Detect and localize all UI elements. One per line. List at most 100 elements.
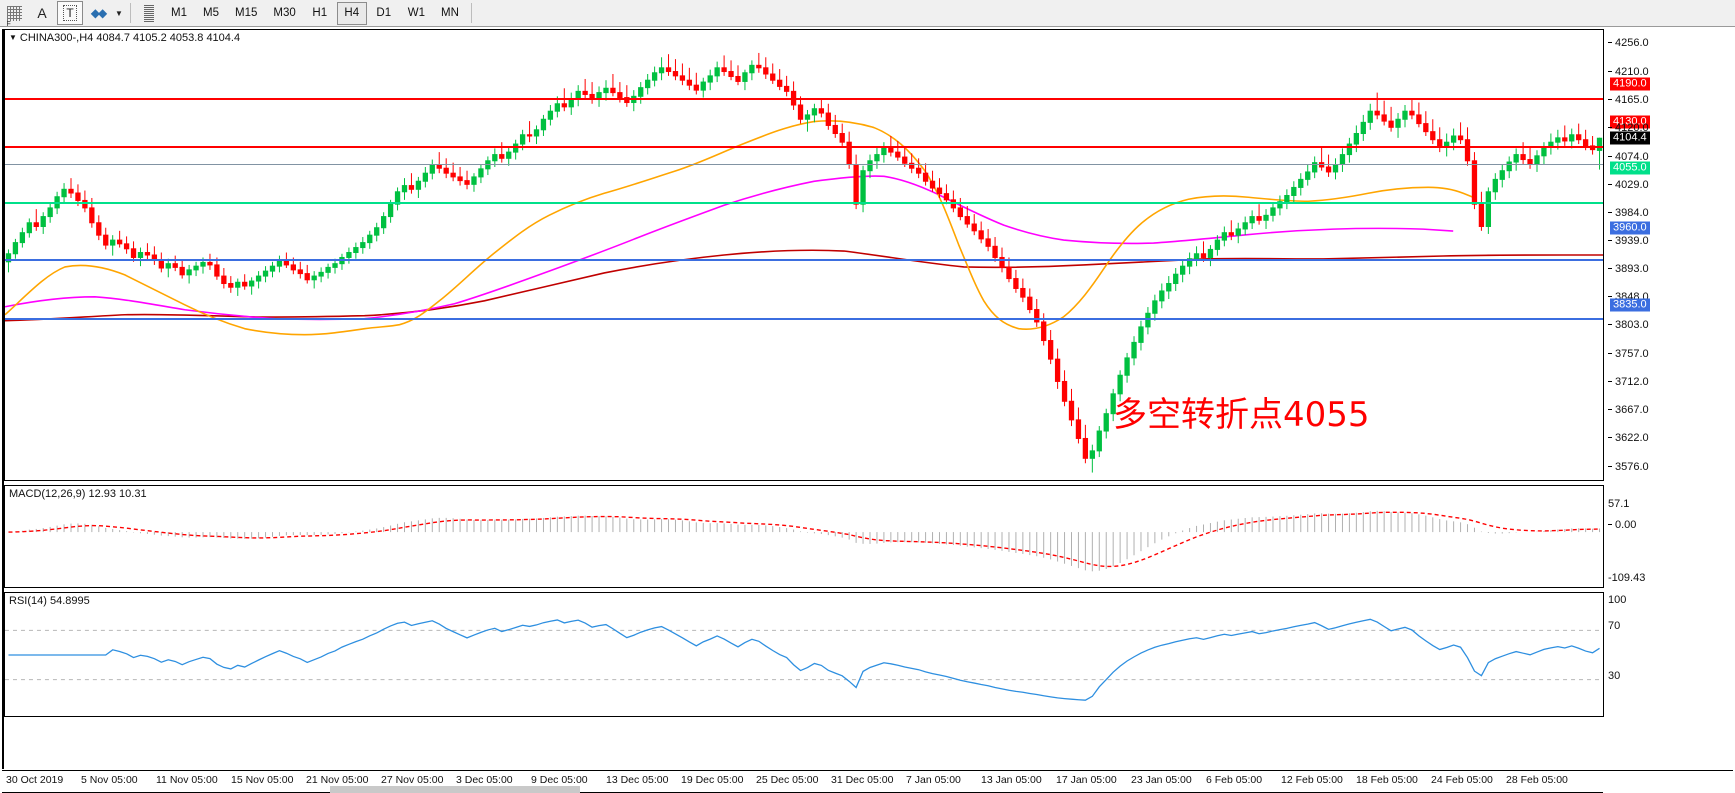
candle-body <box>311 275 317 281</box>
candle-body <box>513 143 519 153</box>
timeframe-h1[interactable]: H1 <box>312 7 328 19</box>
price-axis-badge[interactable]: 4104.4 <box>1610 131 1650 145</box>
rsi-panel-label: RSI(14) 54.8995 <box>9 595 90 607</box>
price-panel[interactable]: ▼ CHINA300-,H4 4084.7 4105.2 4053.8 4104.… <box>4 29 1604 481</box>
candle-body <box>1138 326 1144 343</box>
candle-body <box>1131 341 1137 359</box>
drawing-tools-group: A T ◆◆ ▼ <box>0 0 126 28</box>
candle-body <box>1596 137 1603 151</box>
rsi-panel[interactable]: RSI(14) 54.8995 <box>4 592 1604 717</box>
candle-body <box>1173 273 1179 285</box>
candle-body <box>665 67 672 73</box>
price-axis-badge[interactable]: 4130.0 <box>1610 115 1650 129</box>
candle-body <box>721 67 727 73</box>
timeframe-w1[interactable]: W1 <box>407 7 425 19</box>
horizontal-scrollbar[interactable] <box>330 786 580 793</box>
candle-body <box>971 223 977 232</box>
candle-body <box>1298 178 1304 188</box>
price-axis-badge[interactable]: 4055.0 <box>1610 161 1650 175</box>
candle-body <box>5 253 12 263</box>
candle-body <box>68 188 74 194</box>
candle-body <box>1423 123 1429 133</box>
candle-body <box>825 112 831 126</box>
rsi-axis-tick: 100 <box>1608 594 1627 606</box>
candle-body <box>1214 239 1221 250</box>
candle-body <box>1041 321 1047 342</box>
candle-body <box>1047 340 1054 360</box>
timeframe-mn[interactable]: MN <box>441 7 459 19</box>
text-object-icon[interactable]: A <box>37 5 47 21</box>
candle-body <box>422 172 428 182</box>
candle-body <box>936 187 943 195</box>
candle-body <box>1395 118 1401 128</box>
candle-body <box>1152 300 1158 314</box>
candle-body <box>360 242 366 249</box>
candle-body <box>1402 110 1408 120</box>
ma-slow-line <box>5 249 1603 322</box>
candle-body <box>610 87 616 94</box>
price-axis-badge[interactable]: 3835.0 <box>1610 298 1650 312</box>
time-axis-label: 19 Dec 05:00 <box>681 774 744 786</box>
time-axis-label: 30 Oct 2019 <box>6 774 64 786</box>
price-axis-tick: 3712.0 <box>1608 376 1649 388</box>
candle-body <box>1485 191 1492 227</box>
candle-body <box>1193 253 1200 260</box>
price-axis-tick: 4210.0 <box>1608 66 1649 78</box>
candle-body <box>325 266 331 273</box>
price-axis-tick: 3622.0 <box>1608 432 1649 444</box>
ma-fast-line <box>5 120 1474 336</box>
candle-body <box>568 98 574 108</box>
timeframe-m15[interactable]: M15 <box>235 7 258 19</box>
macd-axis-tick: -109.43 <box>1608 572 1646 584</box>
candle-body <box>519 134 526 145</box>
timeframe-h4[interactable]: H4 <box>336 1 367 25</box>
time-axis[interactable]: 30 Oct 2019 5 Nov 05:00 11 Nov 05:00 15 Nov… <box>2 770 1733 793</box>
candle-body <box>804 114 811 120</box>
shapes-dropdown-caret-icon[interactable]: ▼ <box>115 8 123 18</box>
time-axis-label: 9 Dec 05:00 <box>531 774 588 786</box>
timeframe-m30[interactable]: M30 <box>273 7 296 19</box>
candle-body <box>860 170 866 205</box>
candle-body <box>457 176 463 182</box>
candle-body <box>714 67 720 77</box>
candle-body <box>318 271 324 277</box>
time-axis-label: 27 Nov 05:00 <box>381 774 444 786</box>
candle-body <box>1520 154 1526 161</box>
candle-body <box>777 79 783 87</box>
candle-body <box>1367 110 1373 123</box>
price-axis[interactable]: 4256.0 4210.0 4190.0 4165.0 4130.0 4120.0 4104… <box>1608 29 1735 717</box>
candle-body <box>47 207 53 218</box>
candle-body <box>1464 139 1471 162</box>
price-axis-badge[interactable]: 4190.0 <box>1610 77 1650 91</box>
candle-body <box>61 188 67 198</box>
price-axis-tick: 4029.0 <box>1608 179 1649 191</box>
candle-body <box>1346 143 1353 156</box>
timeframe-d1[interactable]: D1 <box>376 7 392 19</box>
timeframe-m1[interactable]: M1 <box>171 7 187 19</box>
collapse-caret-icon[interactable]: ▼ <box>9 33 17 42</box>
text-label-icon[interactable]: T <box>57 1 83 25</box>
rsi-axis-tick: 70 <box>1608 620 1621 632</box>
candle-body <box>1145 312 1151 328</box>
candle-body <box>1312 162 1318 173</box>
candle-body <box>1416 114 1422 125</box>
candle-body <box>443 167 449 174</box>
candle-body <box>1034 309 1040 323</box>
candle-body <box>297 269 303 275</box>
ma-mid-line <box>5 175 1454 321</box>
candle-body <box>839 133 845 143</box>
candle-body <box>1013 278 1019 289</box>
candle-body <box>290 264 296 271</box>
time-axis-label: 23 Jan 05:00 <box>1131 774 1192 786</box>
level-line-3835 <box>5 318 1603 320</box>
period-list-icon[interactable] <box>136 1 162 25</box>
candle-body <box>1409 110 1415 116</box>
candle-body <box>811 108 818 116</box>
macd-panel[interactable]: MACD(12,26,9) 12.93 10.31 <box>4 485 1604 588</box>
shapes-icon[interactable]: ◆◆ <box>90 6 108 20</box>
price-axis-badge[interactable]: 3960.0 <box>1610 221 1650 235</box>
candle-body <box>471 176 477 185</box>
crosshair-grid-icon[interactable] <box>1 1 27 28</box>
timeframe-m5[interactable]: M5 <box>203 7 219 19</box>
candle-body <box>783 85 790 92</box>
